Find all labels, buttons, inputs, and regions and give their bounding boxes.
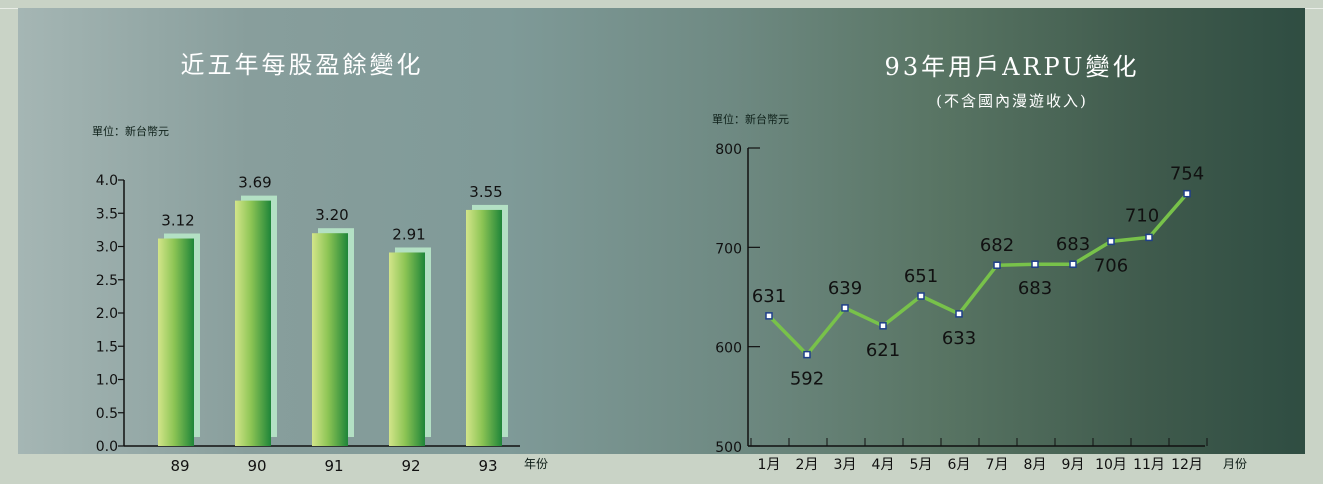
arpu-data-label: 639 [828, 278, 862, 299]
arpu-x-tick-label: 10月 [1095, 457, 1127, 473]
arpu-y-tick-label: 600 [715, 341, 742, 357]
arpu-x-tick-label: 12月 [1171, 457, 1203, 473]
arpu-x-tick-label: 6月 [948, 457, 971, 473]
arpu-x-tick-label: 3月 [834, 457, 857, 473]
eps-y-tick-label: 1.5 [96, 339, 118, 355]
arpu-x-tick-label: 1月 [758, 457, 781, 473]
arpu-x-tick-label: 5月 [910, 457, 933, 473]
eps-y-tick-label: 0.5 [96, 406, 118, 422]
arpu-data-label: 754 [1170, 164, 1204, 185]
eps-x-tick-label: 93 [478, 457, 497, 475]
arpu-point [1069, 260, 1077, 268]
arpu-series-line [767, 192, 1189, 357]
eps-y-tick-label: 2.0 [96, 306, 118, 322]
eps-chart-title: 近五年每股盈餘變化 [181, 51, 424, 79]
arpu-point [1107, 237, 1115, 246]
arpu-y-tick-label: 700 [715, 241, 742, 257]
eps-x-tick-label: 89 [170, 457, 189, 475]
eps-x-tick-label: 90 [247, 457, 266, 475]
eps-data-label: 3.69 [238, 174, 271, 192]
eps-y-tick-label: 3.5 [96, 206, 118, 222]
arpu-x-tick-label: 8月 [1024, 457, 1047, 473]
arpu-point [1183, 189, 1191, 198]
arpu-y-tick-label: 800 [715, 142, 742, 158]
arpu-data-label: 683 [1018, 278, 1052, 299]
eps-unit-label: 單位：新台幣元 [92, 124, 169, 138]
eps-x-tick-label: 91 [324, 457, 343, 475]
arpu-x-tick-label: 2月 [796, 457, 819, 473]
arpu-point [993, 261, 1001, 269]
eps-data-label: 3.55 [469, 183, 502, 201]
arpu-data-label: 621 [866, 340, 900, 361]
arpu-axes: 500 600 700 800 1月 2月 3月 4月 5月 6月 7月 8月 9月 10月 11月 12月 [715, 142, 1208, 473]
arpu-y-tick-label: 500 [715, 440, 742, 456]
arpu-point [1031, 260, 1039, 268]
arpu-unit-label: 單位：新台幣元 [712, 112, 789, 126]
eps-bar [312, 233, 348, 446]
eps-y-tick-label: 4.0 [96, 173, 118, 189]
eps-y-tick-label: 0.0 [96, 439, 118, 455]
arpu-chart-title: 93年用戶ARPU變化 [885, 53, 1140, 81]
eps-bar [389, 252, 425, 446]
eps-data-label: 3.20 [315, 206, 348, 224]
arpu-point [1145, 233, 1153, 242]
arpu-x-axis-title: 月份 [1223, 457, 1247, 471]
arpu-data-label: 592 [790, 369, 824, 390]
arpu-point [879, 322, 887, 330]
arpu-x-tick-label: 7月 [986, 457, 1009, 473]
arpu-data-label: 706 [1094, 255, 1128, 276]
arpu-point [765, 312, 773, 320]
figure-panel [18, 8, 1305, 454]
arpu-data-label: 683 [1056, 234, 1090, 255]
eps-bar [158, 238, 194, 446]
arpu-point [841, 304, 849, 312]
arpu-data-label: 710 [1125, 205, 1159, 226]
arpu-point [917, 292, 925, 300]
eps-x-axis-title: 年份 [524, 457, 548, 471]
arpu-data-label: 631 [752, 286, 786, 307]
eps-x-tick-label: 92 [401, 457, 420, 475]
eps-data-label: 3.12 [161, 212, 194, 230]
eps-y-tick-label: 1.0 [96, 373, 118, 389]
arpu-data-label: 651 [904, 266, 938, 287]
arpu-chart-subtitle: (不含國內漫遊收入) [936, 92, 1088, 110]
eps-bar [235, 200, 271, 446]
arpu-x-tick-label: 4月 [872, 457, 895, 473]
arpu-data-label: 633 [942, 328, 976, 349]
arpu-point [955, 310, 963, 318]
arpu-data-label: 682 [980, 235, 1014, 256]
eps-bar [466, 209, 502, 446]
arpu-point [803, 350, 811, 359]
eps-data-label: 2.91 [392, 225, 425, 243]
eps-y-tick-label: 2.5 [96, 273, 118, 289]
arpu-x-tick-label: 11月 [1133, 457, 1165, 473]
eps-y-tick-label: 3.0 [96, 240, 118, 256]
arpu-x-tick-label: 9月 [1062, 457, 1085, 473]
eps-bars: 3.12 89 3.69 90 3.20 91 2.91 92 3.55 93 [158, 174, 508, 475]
